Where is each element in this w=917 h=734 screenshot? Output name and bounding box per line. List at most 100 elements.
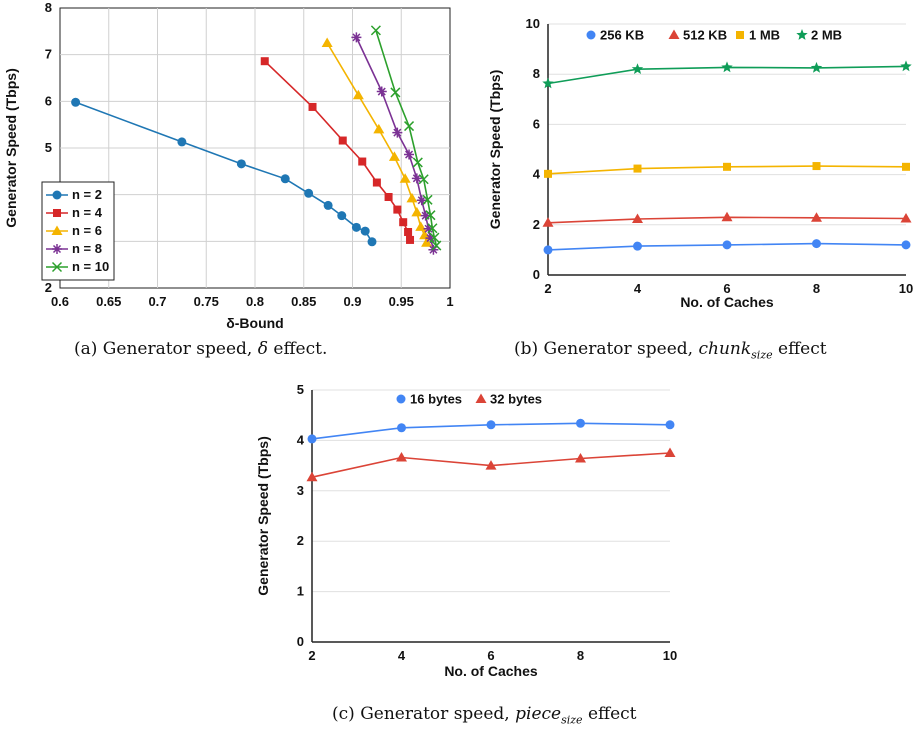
data-point bbox=[428, 244, 439, 255]
y-tick-label: 2 bbox=[45, 280, 52, 295]
series-256-KB bbox=[543, 239, 911, 255]
data-point bbox=[425, 233, 436, 244]
y-tick-label: 5 bbox=[45, 140, 52, 155]
data-point bbox=[423, 223, 434, 234]
data-point bbox=[393, 205, 402, 214]
data-point bbox=[406, 192, 418, 203]
data-point bbox=[337, 211, 347, 221]
legend-label: n = 2 bbox=[72, 187, 102, 202]
data-point bbox=[404, 121, 415, 132]
series-2-MB bbox=[542, 60, 912, 89]
data-point bbox=[812, 162, 821, 171]
x-axis-label: No. of Caches bbox=[680, 294, 774, 310]
data-point bbox=[392, 127, 403, 138]
x-tick-label: 10 bbox=[899, 281, 913, 296]
x-tick-label: 0.8 bbox=[246, 294, 264, 309]
data-point bbox=[411, 206, 423, 217]
legend-item: 16 bytes bbox=[396, 392, 462, 407]
y-tick-label: 4 bbox=[297, 432, 305, 447]
piece-size-effect-chart: 0 1 2 3 4 5 2 4 6 8 10 No. of Caches Generator Speed… bbox=[255, 382, 677, 679]
data-point bbox=[429, 232, 440, 243]
y-tick-label: 4 bbox=[533, 167, 541, 182]
data-point bbox=[722, 240, 732, 250]
data-point bbox=[321, 37, 333, 47]
series-line bbox=[355, 37, 435, 250]
data-point bbox=[422, 194, 433, 205]
y-tick-label: 10 bbox=[526, 16, 540, 31]
x-tick-label: 0.95 bbox=[389, 294, 414, 309]
legend: 16 bytes 32 bytes bbox=[396, 392, 542, 407]
data-point bbox=[260, 57, 269, 66]
legend-marker bbox=[668, 29, 680, 39]
data-point bbox=[390, 87, 401, 98]
data-point bbox=[396, 452, 407, 462]
legend-item: 512 KB bbox=[668, 28, 727, 43]
data-point bbox=[411, 173, 422, 184]
data-point bbox=[397, 423, 406, 433]
data-point bbox=[902, 162, 910, 171]
data-point bbox=[486, 420, 496, 430]
data-point bbox=[71, 97, 81, 107]
y-tick-label: 2 bbox=[533, 217, 540, 232]
data-point bbox=[404, 228, 413, 236]
data-point bbox=[721, 211, 733, 222]
series-16-bytes bbox=[307, 418, 675, 444]
y-tick-label: 1 bbox=[297, 584, 304, 599]
data-point bbox=[420, 210, 431, 221]
legend-marker bbox=[53, 209, 61, 217]
series-n--4 bbox=[260, 57, 415, 244]
legend-label: 512 KB bbox=[683, 28, 727, 43]
series-n--2 bbox=[71, 97, 377, 247]
data-point bbox=[373, 123, 385, 134]
legend-marker bbox=[475, 393, 487, 403]
data-point bbox=[406, 235, 415, 244]
y-axis-label: Generator Speed (Tbps) bbox=[487, 70, 503, 229]
data-point bbox=[575, 453, 586, 463]
data-point bbox=[419, 229, 431, 240]
x-tick-label: 1 bbox=[446, 294, 453, 309]
data-point bbox=[418, 174, 429, 185]
data-point bbox=[900, 60, 912, 72]
data-point bbox=[576, 418, 585, 428]
series-512-KB bbox=[542, 211, 912, 227]
data-point bbox=[665, 420, 675, 430]
x-tick-label: 6 bbox=[723, 281, 730, 296]
legend-marker bbox=[52, 190, 62, 200]
x-tick-label: 0.85 bbox=[291, 294, 316, 309]
data-point bbox=[304, 188, 314, 198]
data-point bbox=[810, 61, 823, 73]
series-line bbox=[375, 30, 438, 246]
data-point bbox=[367, 237, 377, 247]
legend-item: 1 MB bbox=[736, 28, 780, 43]
caption-c: (c) Generator speed, piecesize effect bbox=[332, 704, 637, 727]
series-line bbox=[326, 42, 428, 243]
data-point bbox=[542, 77, 554, 89]
x-tick-label: 6 bbox=[487, 648, 494, 663]
legend-label: n = 8 bbox=[72, 241, 102, 256]
y-tick-label: 8 bbox=[45, 0, 52, 15]
legend-marker bbox=[796, 29, 808, 40]
x-tick-label: 0.75 bbox=[194, 294, 219, 309]
legend-item: 256 KB bbox=[586, 28, 644, 43]
legend-label: n = 4 bbox=[72, 205, 103, 220]
data-point bbox=[811, 212, 822, 222]
data-point bbox=[632, 213, 643, 224]
data-point bbox=[323, 200, 333, 210]
legend-marker bbox=[586, 30, 596, 40]
legend-marker bbox=[396, 394, 406, 404]
legend-marker bbox=[51, 261, 63, 273]
data-point bbox=[425, 210, 436, 221]
caption-a: (a) Generator speed, δ effect. bbox=[74, 339, 328, 359]
y-axis-label: Generator Speed (Tbps) bbox=[255, 436, 271, 595]
legend-label: 2 MB bbox=[811, 28, 842, 43]
data-point bbox=[412, 157, 423, 168]
y-tick-label: 3 bbox=[297, 483, 304, 498]
data-point bbox=[372, 178, 381, 187]
data-point bbox=[351, 32, 362, 43]
data-point bbox=[544, 169, 552, 178]
x-tick-label: 8 bbox=[813, 281, 820, 296]
legend-label: 32 bytes bbox=[490, 392, 542, 407]
series-n--6 bbox=[321, 37, 433, 247]
x-tick-label: 4 bbox=[398, 648, 406, 663]
